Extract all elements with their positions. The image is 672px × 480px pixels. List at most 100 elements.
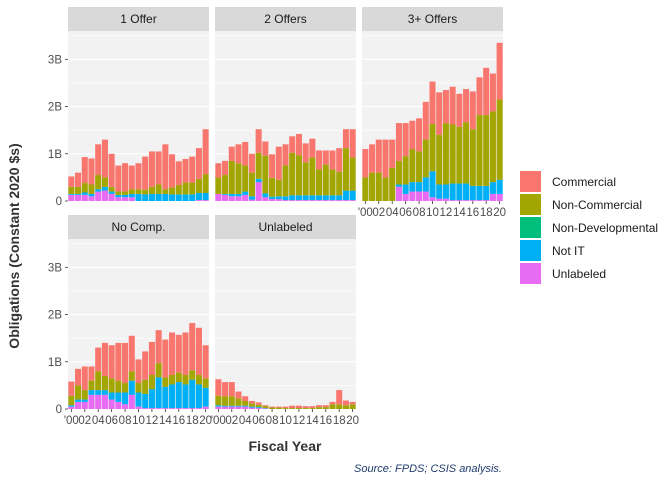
bar-segment-commercial	[135, 163, 142, 190]
bar-segment-commercial	[242, 396, 249, 401]
bar-segment-not-it	[155, 193, 162, 201]
bar-segment-non-commercial	[195, 375, 202, 385]
bar-segment-non-commercial	[496, 99, 503, 180]
bar-segment-commercial	[101, 139, 108, 178]
bar-segment-unlabeled	[449, 200, 456, 201]
bar-segment-non-commercial	[375, 172, 382, 201]
bar-segment-commercial	[122, 342, 129, 384]
bar-segment-unlabeled	[128, 394, 135, 409]
bar-segment-non-commercial	[295, 408, 302, 409]
bar-segment-non-commercial	[248, 172, 255, 197]
bar-segment-commercial	[483, 67, 490, 116]
bar-segment-commercial	[142, 351, 149, 380]
x-tick-label: 06	[252, 415, 265, 427]
bar-segment-commercial	[449, 86, 456, 125]
bar-segment-commercial	[195, 327, 202, 375]
bar-segment-not-it	[75, 193, 82, 195]
bar-segment-not-it	[115, 392, 122, 402]
bar-segment-commercial	[148, 151, 155, 187]
bar-segment-commercial	[409, 120, 416, 150]
bar-segment-commercial	[289, 136, 296, 153]
bar-segment-commercial	[128, 165, 135, 190]
bar-segment-commercial	[342, 129, 349, 149]
x-tick-label: 12	[293, 415, 306, 427]
bar-segment-unlabeled	[262, 197, 269, 201]
bar-segment-unlabeled	[101, 190, 108, 201]
bar-segment-commercial	[456, 93, 463, 127]
bar-segment-unlabeled	[202, 200, 209, 201]
bar-segment-unlabeled	[442, 198, 449, 201]
bar-segment-non-commercial	[342, 148, 349, 191]
bar-segment-commercial	[68, 381, 75, 396]
bar-segment-not-it	[302, 195, 309, 201]
x-tick-label: 08	[266, 415, 279, 427]
bar-segment-non-commercial	[322, 407, 329, 409]
bar-segment-non-commercial	[162, 189, 169, 194]
facet-strip-label: 2 Offers	[264, 12, 306, 26]
bar-segment-non-commercial	[215, 395, 222, 406]
bar-segment-not-it	[115, 194, 122, 198]
bar-segment-unlabeled	[316, 200, 323, 201]
bar-segment-commercial	[269, 154, 276, 178]
x-tick-label: '00	[211, 415, 226, 427]
bar-segment-not-it	[148, 389, 155, 409]
bar-segment-non-commercial	[449, 124, 456, 184]
bar-segment-not-it	[235, 405, 242, 407]
bar-segment-commercial	[128, 335, 135, 372]
y-tick-label: 0	[56, 404, 62, 416]
bar-segment-not-it	[342, 190, 349, 201]
bar-segment-not-it	[442, 184, 449, 199]
bar-segment-non-commercial	[222, 396, 229, 406]
bar-segment-unlabeled	[489, 193, 496, 201]
bar-segment-commercial	[369, 144, 376, 173]
bar-segment-unlabeled	[81, 194, 88, 201]
y-axis-title: Obligations (Constant 2020 $s)	[6, 143, 22, 348]
bar-segment-commercial	[202, 129, 209, 175]
bar-segment-unlabeled	[476, 200, 483, 201]
bar-segment-non-commercial	[309, 408, 316, 409]
bar-segment-non-commercial	[88, 380, 95, 391]
bar-segment-non-commercial	[322, 164, 329, 196]
bar-segment-non-commercial	[349, 157, 356, 191]
x-tick-label: 18	[333, 415, 346, 427]
bar-segment-commercial	[442, 90, 449, 124]
x-tick-label: 18	[186, 415, 199, 427]
bar-segment-commercial	[148, 341, 155, 375]
bar-segment-unlabeled	[395, 186, 402, 201]
y-tick-label: 2B	[48, 102, 62, 114]
bar-segment-commercial	[295, 405, 302, 409]
bar-segment-not-it	[142, 393, 149, 409]
bar-segment-not-it	[175, 194, 182, 201]
bar-segment-commercial	[489, 73, 496, 112]
bar-segment-non-commercial	[182, 375, 189, 385]
bar-segment-unlabeled	[222, 406, 229, 409]
bar-segment-non-commercial	[269, 177, 276, 197]
bar-segment-not-it	[248, 406, 255, 408]
bar-segment-not-it	[228, 193, 235, 197]
bar-segment-commercial	[108, 345, 115, 379]
bar-segment-unlabeled	[429, 197, 436, 201]
bar-segment-commercial	[322, 405, 329, 408]
x-tick-label: 02	[225, 415, 238, 427]
bar-segment-not-it	[128, 380, 135, 395]
bar-segment-not-it	[449, 183, 456, 201]
bar-segment-non-commercial	[255, 152, 262, 179]
bar-segment-not-it	[429, 171, 436, 198]
bar-segment-not-it	[135, 193, 142, 201]
bar-segment-commercial	[235, 391, 242, 399]
bar-segment-commercial	[81, 157, 88, 184]
bar-segment-commercial	[162, 339, 169, 378]
x-axis-title: Fiscal Year	[249, 438, 322, 454]
bar-segment-not-it	[75, 399, 82, 402]
bar-segment-not-it	[162, 386, 169, 409]
bar-segment-non-commercial	[235, 398, 242, 406]
bar-segment-commercial	[302, 143, 309, 163]
bar-segment-not-it	[88, 193, 95, 197]
bar-segment-non-commercial	[128, 189, 135, 194]
bar-segment-commercial	[382, 139, 389, 178]
x-tick-label: 16	[172, 415, 185, 427]
bar-segment-non-commercial	[422, 139, 429, 178]
legend-key	[520, 171, 541, 192]
bar-segment-non-commercial	[75, 385, 82, 400]
